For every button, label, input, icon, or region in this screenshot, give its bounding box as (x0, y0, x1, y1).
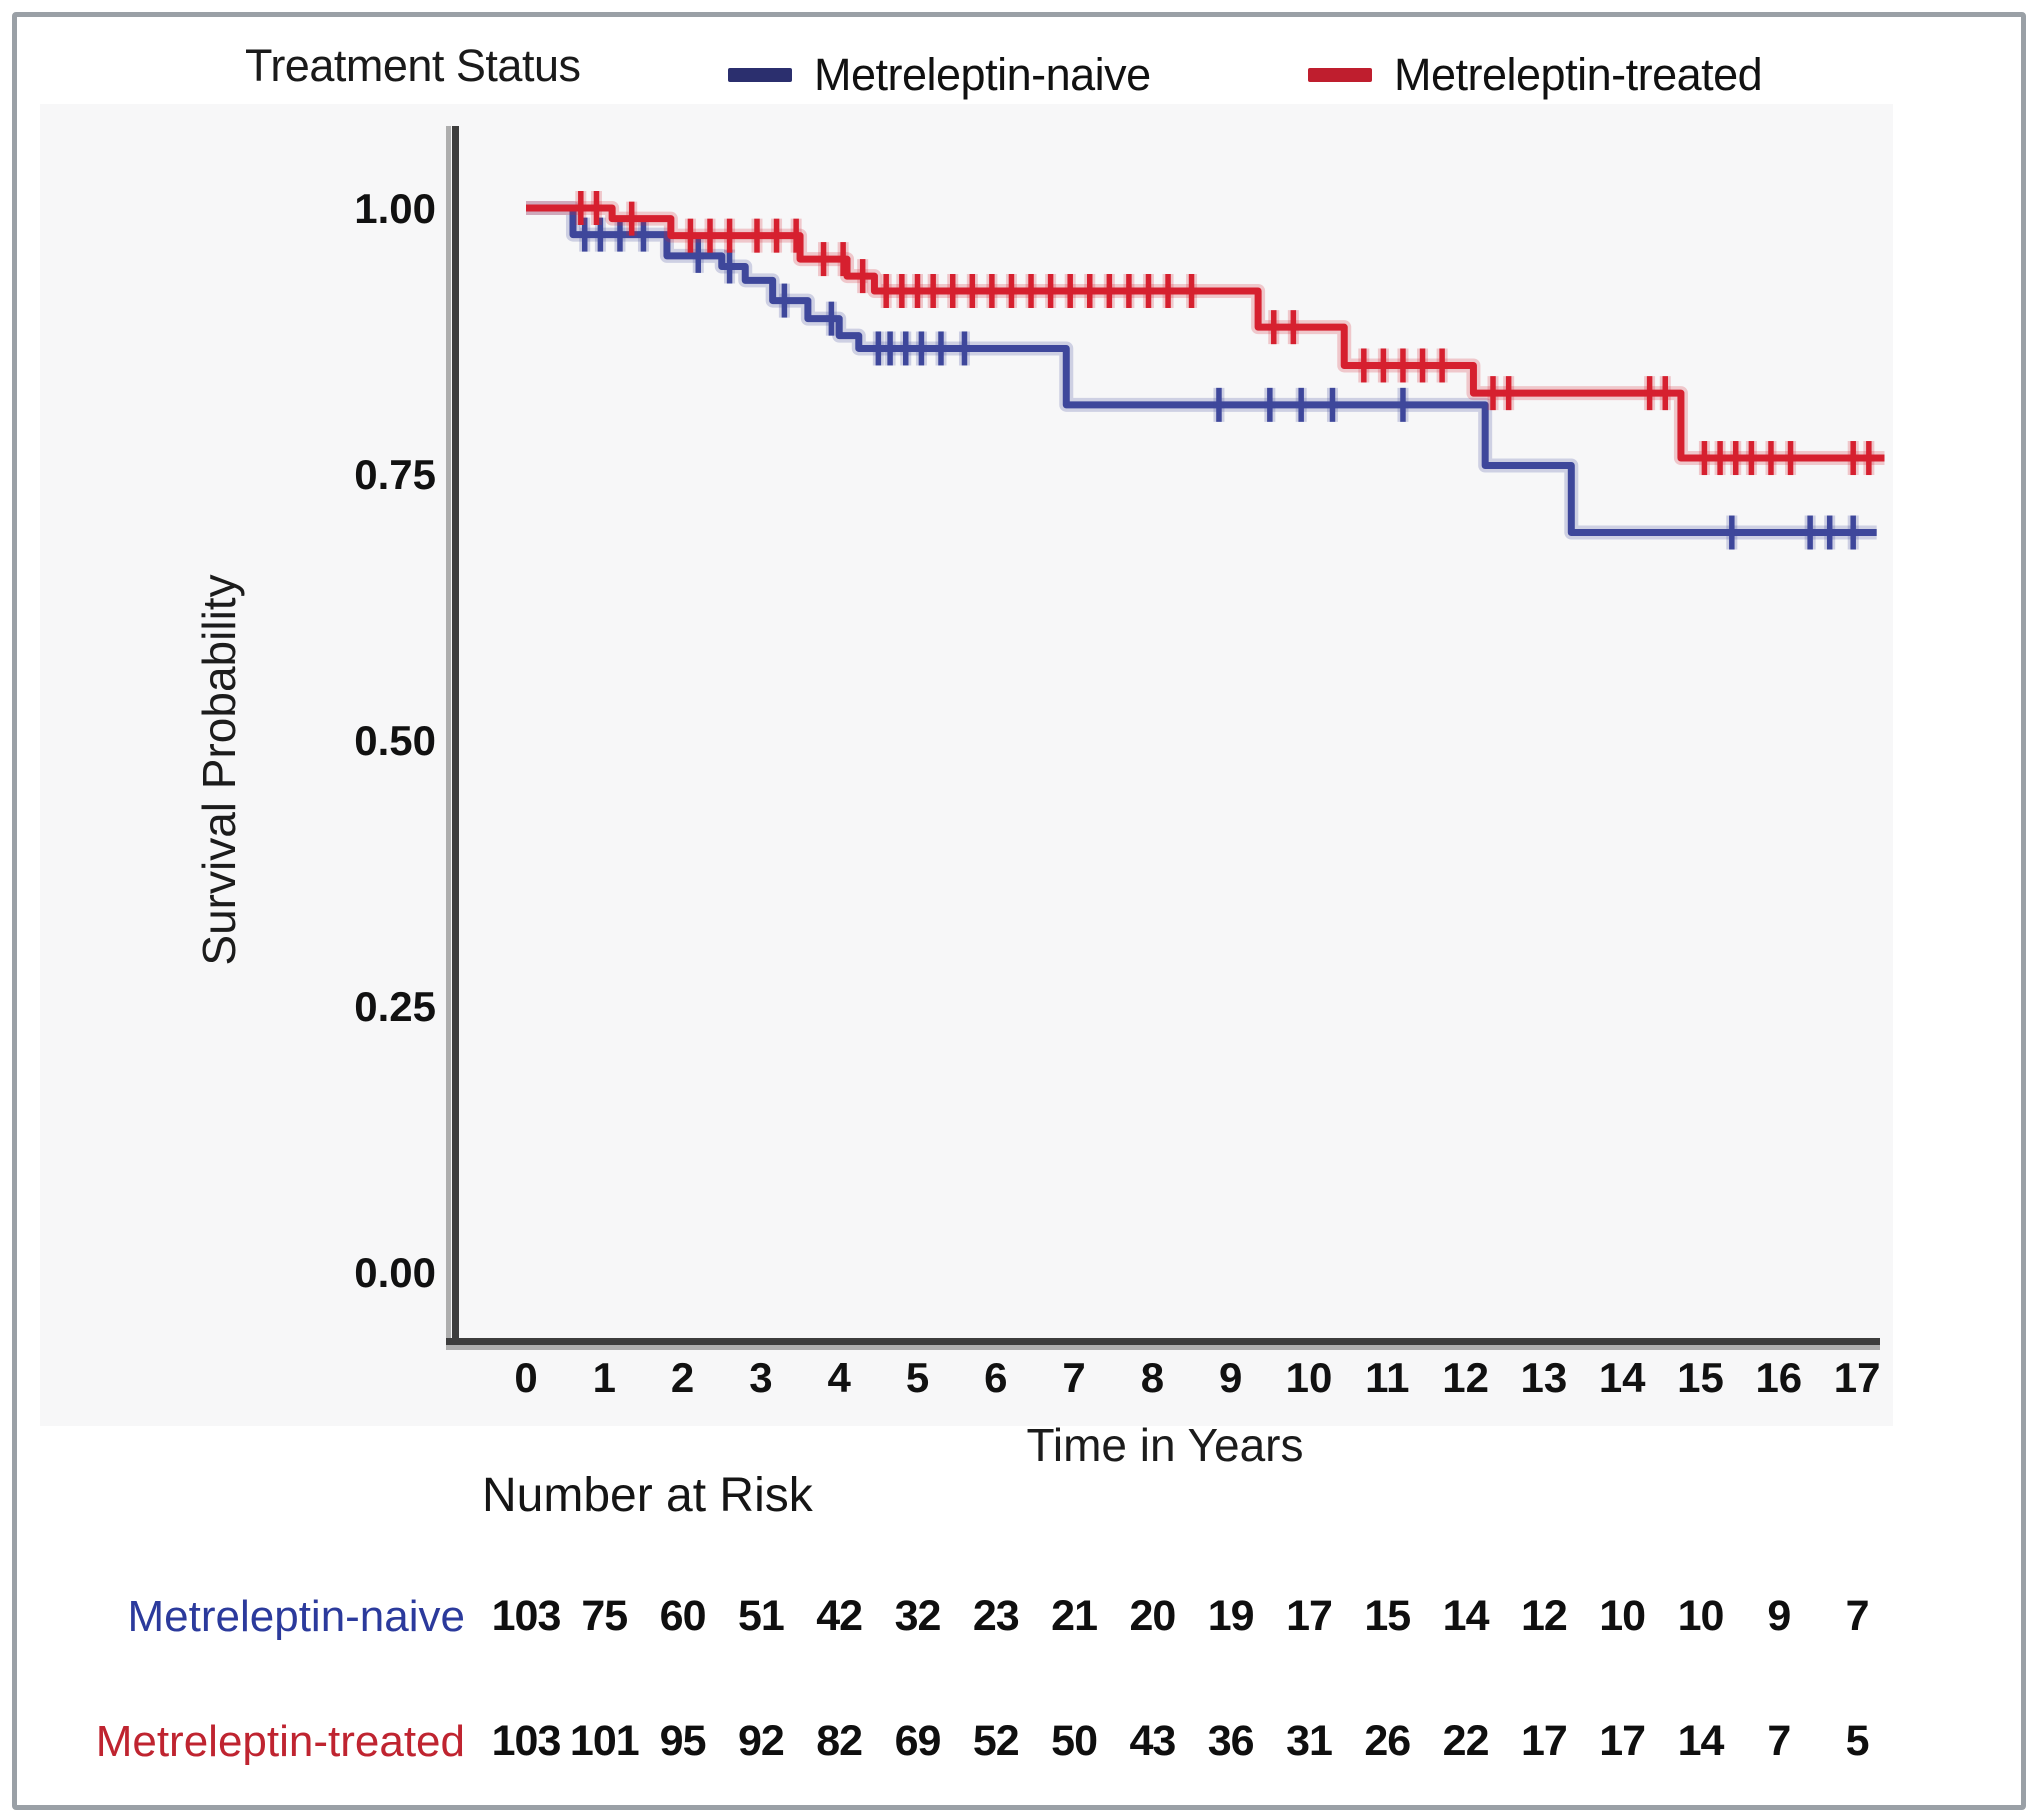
risk-count: 103 (491, 1717, 562, 1765)
risk-count: 9 (1767, 1592, 1791, 1640)
risk-count: 15 (1364, 1592, 1411, 1640)
risk-count: 51 (737, 1592, 785, 1640)
risk-count: 17 (1599, 1717, 1646, 1765)
x-tick-label: 3 (749, 1354, 772, 1401)
risk-count: 26 (1364, 1717, 1411, 1765)
y-axis-shadow (446, 126, 451, 1345)
risk-count: 36 (1207, 1717, 1255, 1765)
x-tick-label: 10 (1286, 1354, 1333, 1401)
risk-count: 10 (1677, 1592, 1725, 1640)
x-tick-label: 11 (1365, 1354, 1409, 1401)
y-tick-label: 0.00 (354, 1249, 436, 1296)
risk-count: 12 (1520, 1592, 1568, 1640)
risk-count: 69 (894, 1717, 942, 1765)
x-tick-label: 0 (514, 1354, 537, 1401)
risk-count: 21 (1051, 1592, 1098, 1640)
risk-count: 103 (491, 1592, 562, 1640)
naive-survival-curve (526, 204, 1877, 537)
risk-count: 31 (1286, 1717, 1333, 1765)
x-axis-shadow (446, 1345, 1880, 1350)
legend-label-treated: Metreleptin-treated (1394, 49, 1763, 100)
risk-count: 5 (1845, 1717, 1870, 1765)
y-tick-label: 0.25 (354, 983, 436, 1030)
risk-count: 43 (1129, 1717, 1176, 1765)
x-tick-label: 16 (1755, 1354, 1802, 1401)
y-axis-title: Survival Probability (193, 574, 245, 966)
x-tick-label: 15 (1677, 1354, 1724, 1401)
legend-label-naive: Metreleptin-naive (814, 49, 1151, 100)
km-survival-plot: 1.000.750.500.250.000 1 2 3 4 5 6 7 8 9 10 11 12 13 14… (40, 104, 1893, 1426)
risk-count: 19 (1207, 1592, 1255, 1640)
legend-item-naive: Metreleptin-naive (728, 40, 1151, 110)
risk-count: 42 (816, 1592, 863, 1640)
x-tick-label: 2 (671, 1354, 694, 1401)
risk-count: 82 (816, 1717, 863, 1765)
risk-count: 101 (569, 1717, 640, 1765)
y-tick-label: 1.00 (354, 185, 436, 232)
x-tick-label: 6 (984, 1354, 1007, 1401)
x-tick-label: 17 (1834, 1354, 1881, 1401)
risk-count: 95 (659, 1717, 707, 1765)
x-tick-label: 7 (1062, 1354, 1085, 1401)
risk-row-label: Metreleptin-naive (127, 1592, 466, 1641)
y-tick-label: 0.50 (354, 717, 436, 764)
risk-count: 52 (972, 1717, 1020, 1765)
risk-count: 7 (1845, 1592, 1870, 1640)
risk-count: 22 (1442, 1717, 1490, 1765)
y-axis-line (452, 126, 459, 1345)
risk-row-naive: Metreleptin-naive 103 75 60 51 42 32 23 21 20 19 17… (0, 1592, 2033, 1648)
risk-row-label: Metreleptin-treated (95, 1717, 465, 1766)
x-tick-label: 14 (1599, 1354, 1646, 1401)
risk-count: 10 (1599, 1592, 1646, 1640)
risk-count: 14 (1677, 1717, 1725, 1765)
naive-line-swatch (728, 68, 792, 82)
x-axis-title: Time in Years (1026, 1419, 1304, 1471)
legend-title: Treatment Status (245, 40, 581, 91)
risk-count: 50 (1051, 1717, 1098, 1765)
plot-background (40, 104, 1893, 1426)
x-tick-label: 5 (906, 1354, 929, 1401)
risk-count: 14 (1442, 1592, 1490, 1640)
legend: Treatment Status Metreleptin-naive Metre… (0, 40, 2033, 110)
legend-item-treated: Metreleptin-treated (1308, 40, 1763, 110)
risk-row-treated: Metreleptin-treated 103 101 95 92 82 69 52 50 43 3… (0, 1717, 2033, 1773)
risk-count: 75 (581, 1592, 628, 1640)
treated-survival-curve (526, 204, 1885, 462)
risk-count: 92 (737, 1717, 785, 1765)
x-tick-label: 8 (1141, 1354, 1164, 1401)
risk-count: 32 (894, 1592, 942, 1640)
risk-count: 60 (659, 1592, 707, 1640)
risk-count: 17 (1520, 1717, 1568, 1765)
x-tick-label: 4 (828, 1354, 852, 1401)
x-axis-line (446, 1338, 1880, 1345)
risk-count: 7 (1767, 1717, 1791, 1765)
risk-count: 23 (972, 1592, 1020, 1640)
risk-count: 17 (1286, 1592, 1333, 1640)
x-tick-label: 12 (1442, 1354, 1489, 1401)
treated-line-swatch (1308, 68, 1372, 82)
x-tick-label: 13 (1521, 1354, 1568, 1401)
y-tick-label: 0.75 (354, 451, 436, 498)
risk-table-title: Number at Risk (482, 1469, 813, 1522)
risk-count: 20 (1129, 1592, 1176, 1640)
x-tick-label: 1 (593, 1354, 616, 1401)
x-tick-label: 9 (1219, 1354, 1242, 1401)
